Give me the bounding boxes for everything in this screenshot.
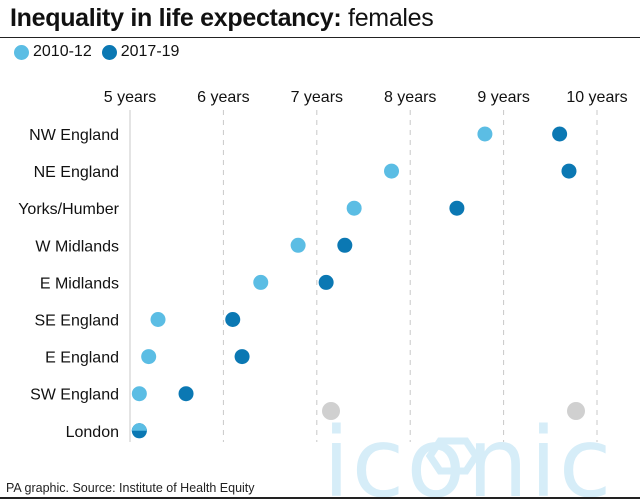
watermark-dot-left bbox=[322, 402, 340, 420]
legend-swatch-2017 bbox=[101, 44, 117, 60]
chart-points bbox=[131, 126, 577, 439]
chart-title-bold: Inequality in life expectancy: bbox=[10, 4, 342, 32]
point-2010 bbox=[253, 274, 269, 290]
point-2017 bbox=[234, 349, 250, 365]
legend-label-2010: 2010-12 bbox=[33, 43, 92, 60]
category-label: Yorks/Humber bbox=[18, 201, 119, 218]
legend-swatch-2010 bbox=[14, 44, 29, 60]
point-2010 bbox=[131, 386, 147, 402]
x-tick-label: 5 years bbox=[104, 89, 156, 106]
point-2010 bbox=[141, 349, 157, 365]
point-2010 bbox=[384, 163, 400, 179]
watermark-text: iconic bbox=[323, 407, 613, 500]
category-label: W Midlands bbox=[35, 238, 119, 255]
watermark-dot-right bbox=[567, 402, 585, 420]
footer-divider bbox=[0, 497, 640, 499]
point-2017 bbox=[561, 163, 577, 179]
legend-label-2017: 2017-19 bbox=[120, 43, 180, 60]
title-divider bbox=[0, 37, 640, 38]
point-2017 bbox=[552, 126, 568, 142]
x-tick-label: 7 years bbox=[291, 89, 343, 106]
point-2010 bbox=[290, 237, 306, 253]
legend-item-2017: 2017-19 bbox=[101, 43, 180, 61]
point-2010 bbox=[346, 200, 362, 216]
point-2017 bbox=[337, 237, 353, 253]
category-label: NW England bbox=[29, 127, 119, 144]
x-axis-tick-labels: 5 years 6 years 7 years 8 years 9 years 10 ye… bbox=[104, 89, 628, 106]
category-label: E England bbox=[45, 350, 119, 367]
source-note: PA graphic. Source: Institute of Health … bbox=[6, 481, 255, 495]
category-label: E Midlands bbox=[40, 275, 119, 292]
chart-legend: 2010-12 2017-19 bbox=[14, 43, 189, 61]
x-tick-label: 9 years bbox=[477, 89, 529, 106]
chart-gridlines bbox=[129, 110, 598, 442]
point-2010 bbox=[150, 312, 166, 327]
y-axis-category-labels: NW England NE England Yorks/Humber W Midlan… bbox=[18, 127, 119, 441]
point-2017 bbox=[318, 274, 334, 290]
point-2017 bbox=[449, 200, 465, 216]
category-label: London bbox=[66, 424, 119, 441]
legend-item-2010: 2010-12 bbox=[14, 43, 92, 61]
chart-title-light: females bbox=[348, 4, 434, 32]
iconic-watermark: iconic bbox=[322, 402, 613, 500]
x-tick-label: 8 years bbox=[384, 89, 436, 106]
point-2017 bbox=[225, 312, 241, 327]
point-2010-overlap-half bbox=[131, 423, 147, 431]
point-2010 bbox=[477, 126, 493, 142]
point-2017 bbox=[178, 386, 194, 402]
category-label: NE England bbox=[34, 164, 119, 181]
category-label: SE England bbox=[34, 313, 119, 330]
watermark-hexagon bbox=[425, 437, 481, 475]
chart-title: Inequality in life expectancy: females bbox=[10, 4, 434, 33]
x-tick-label: 6 years bbox=[197, 89, 249, 106]
x-tick-label: 10 years bbox=[566, 89, 627, 106]
category-label: SW England bbox=[30, 387, 119, 404]
